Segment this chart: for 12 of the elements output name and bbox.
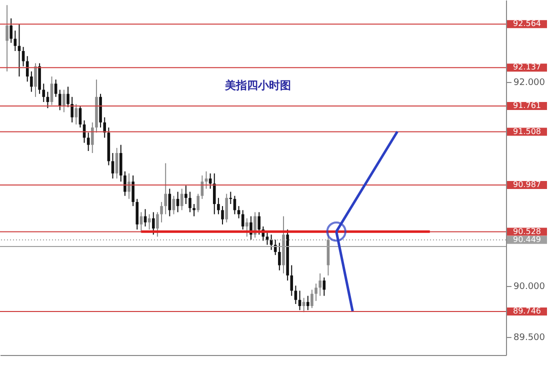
ref-line-label: 91.761 bbox=[513, 100, 541, 110]
y-tick-label: 92.000 bbox=[514, 78, 546, 88]
ref-line-label: 90.528 bbox=[513, 226, 541, 236]
ref-line-label: 92.564 bbox=[513, 19, 541, 28]
ref-line-label: 92.137 bbox=[513, 62, 541, 72]
ref-line-label: 90.449 bbox=[513, 234, 541, 244]
ref-line-label: 90.987 bbox=[513, 180, 541, 189]
text: 美指四小时图 bbox=[224, 79, 291, 92]
y-tick-label: 89.500 bbox=[514, 333, 546, 344]
ref-line-label: 89.746 bbox=[513, 306, 541, 316]
ref-line-label: 91.508 bbox=[513, 126, 541, 136]
y-tick-label: 90.000 bbox=[514, 282, 546, 292]
